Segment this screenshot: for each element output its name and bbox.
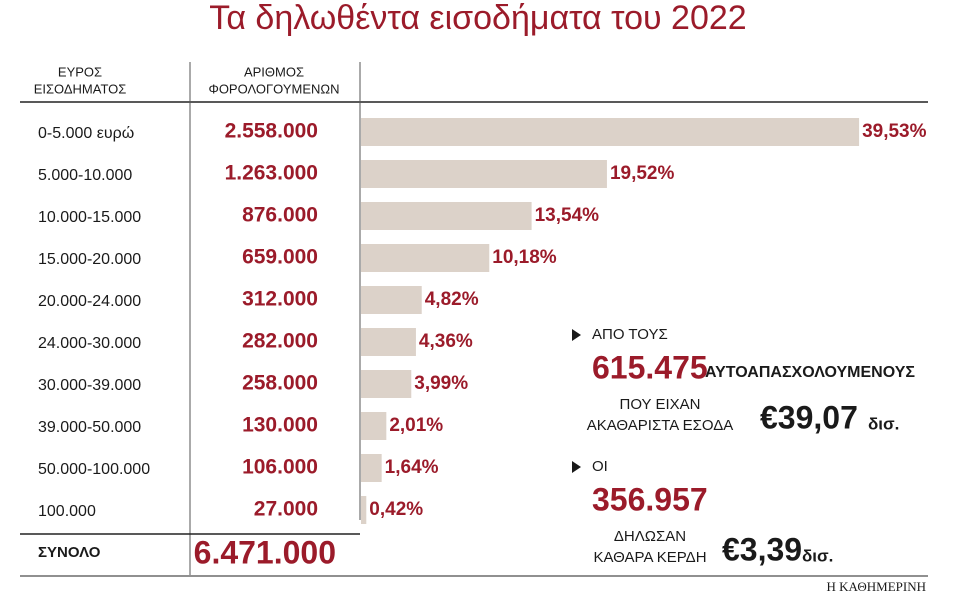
bar — [361, 412, 387, 440]
column-header: ΕΙΣΟΔΗΜΑΤΟΣ — [34, 81, 127, 96]
taxpayers-label: 106.000 — [242, 456, 318, 479]
annotation-text: ΠΟΥ ΕΙΧΑΝ — [620, 396, 701, 413]
column-header: ΑΡΙΘΜΟΣ — [244, 64, 304, 79]
category-label: 10.000-15.000 — [38, 209, 141, 226]
taxpayers-label: 312.000 — [242, 288, 318, 311]
category-label: 0-5.000 ευρώ — [38, 125, 134, 142]
annotation-count-text: ΑΥΤΟΑΠΑΣΧΟΛΟΥΜΕΝΟΥΣ — [705, 364, 915, 381]
bar — [361, 328, 416, 356]
value-label: 39,53% — [862, 121, 927, 142]
total-value: 6.471.000 — [194, 534, 336, 570]
total-name: ΣΥΝΟΛΟ — [38, 544, 101, 561]
annotation-text: ΔΗΛΩΣΑΝ — [614, 528, 686, 545]
taxpayers-label: 27.000 — [254, 498, 318, 521]
category-label: 5.000-10.000 — [38, 167, 132, 184]
value-label: 2,01% — [389, 415, 443, 436]
bar — [361, 454, 382, 482]
taxpayers-label: 282.000 — [242, 330, 318, 353]
category-label: 39.000-50.000 — [38, 419, 141, 436]
category-label: 15.000-20.000 — [38, 251, 141, 268]
taxpayers-label: 2.558.000 — [225, 120, 318, 143]
chart-title: Τα δηλωθέντα εισοδήματα του 2022 — [209, 0, 746, 37]
bar — [361, 496, 367, 524]
annotation-text: ΑΚΑΘΑΡΙΣΤΑ ΕΣΟΔΑ — [587, 417, 734, 434]
bar — [361, 286, 422, 314]
value-label: 1,64% — [385, 457, 439, 478]
annotation-text: ΚΑΘΑΡΑ ΚΕΡΔΗ — [593, 549, 706, 566]
annotation-unit: δισ. — [802, 546, 833, 565]
value-label: 4,36% — [419, 331, 473, 352]
value-label: 19,52% — [610, 163, 675, 184]
bullet-arrow — [572, 461, 581, 473]
bar — [361, 370, 412, 398]
bar — [361, 202, 532, 230]
taxpayers-label: 258.000 — [242, 372, 318, 395]
value-label: 0,42% — [369, 499, 423, 520]
annotation-amount: €3,39 — [722, 531, 802, 567]
category-label: 24.000-30.000 — [38, 335, 141, 352]
annotation-lead: ΑΠΟ ΤΟΥΣ — [592, 326, 668, 343]
bullet-arrow — [572, 329, 581, 341]
value-label: 4,82% — [425, 289, 479, 310]
column-header: ΦΟΡΟΛΟΓΟΥΜΕΝΩΝ — [208, 81, 339, 96]
bar — [361, 118, 860, 146]
taxpayers-label: 1.263.000 — [225, 162, 318, 185]
value-label: 3,99% — [414, 373, 468, 394]
value-label: 10,18% — [492, 247, 557, 268]
bar — [361, 160, 607, 188]
bar — [361, 244, 490, 272]
annotation-unit: δισ. — [868, 414, 899, 433]
taxpayers-label: 130.000 — [242, 414, 318, 437]
category-label: 20.000-24.000 — [38, 293, 141, 310]
annotation-lead: ΟΙ — [592, 458, 608, 475]
category-label: 30.000-39.000 — [38, 377, 141, 394]
annotation-count: 615.475 — [592, 349, 708, 385]
annotation-amount: €39,07 — [760, 399, 858, 435]
column-header: ΕΥΡΟΣ — [58, 64, 102, 79]
value-label: 13,54% — [535, 205, 600, 226]
taxpayers-label: 876.000 — [242, 204, 318, 227]
annotation-count: 356.957 — [592, 481, 708, 517]
category-label: 50.000-100.000 — [38, 461, 150, 478]
category-label: 100.000 — [38, 503, 96, 520]
taxpayers-label: 659.000 — [242, 246, 318, 269]
source: Η ΚΑΘΗΜΕΡΙΝΗ — [827, 579, 927, 594]
